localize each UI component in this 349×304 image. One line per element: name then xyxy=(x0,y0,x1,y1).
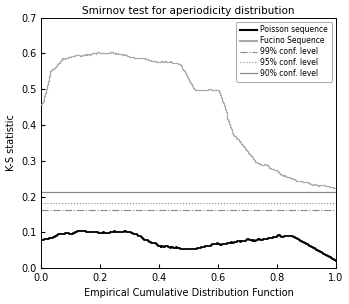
X-axis label: Empirical Cumulative Distribution Function: Empirical Cumulative Distribution Functi… xyxy=(84,288,294,299)
Y-axis label: K-S statistic: K-S statistic xyxy=(6,114,16,171)
Legend: Poisson sequence, Fucino Sequence, 99% conf. level, 95% conf. level, 90% conf. l: Poisson sequence, Fucino Sequence, 99% c… xyxy=(236,22,332,82)
Title: Smirnov test for aperiodicity distribution: Smirnov test for aperiodicity distributi… xyxy=(82,5,295,16)
